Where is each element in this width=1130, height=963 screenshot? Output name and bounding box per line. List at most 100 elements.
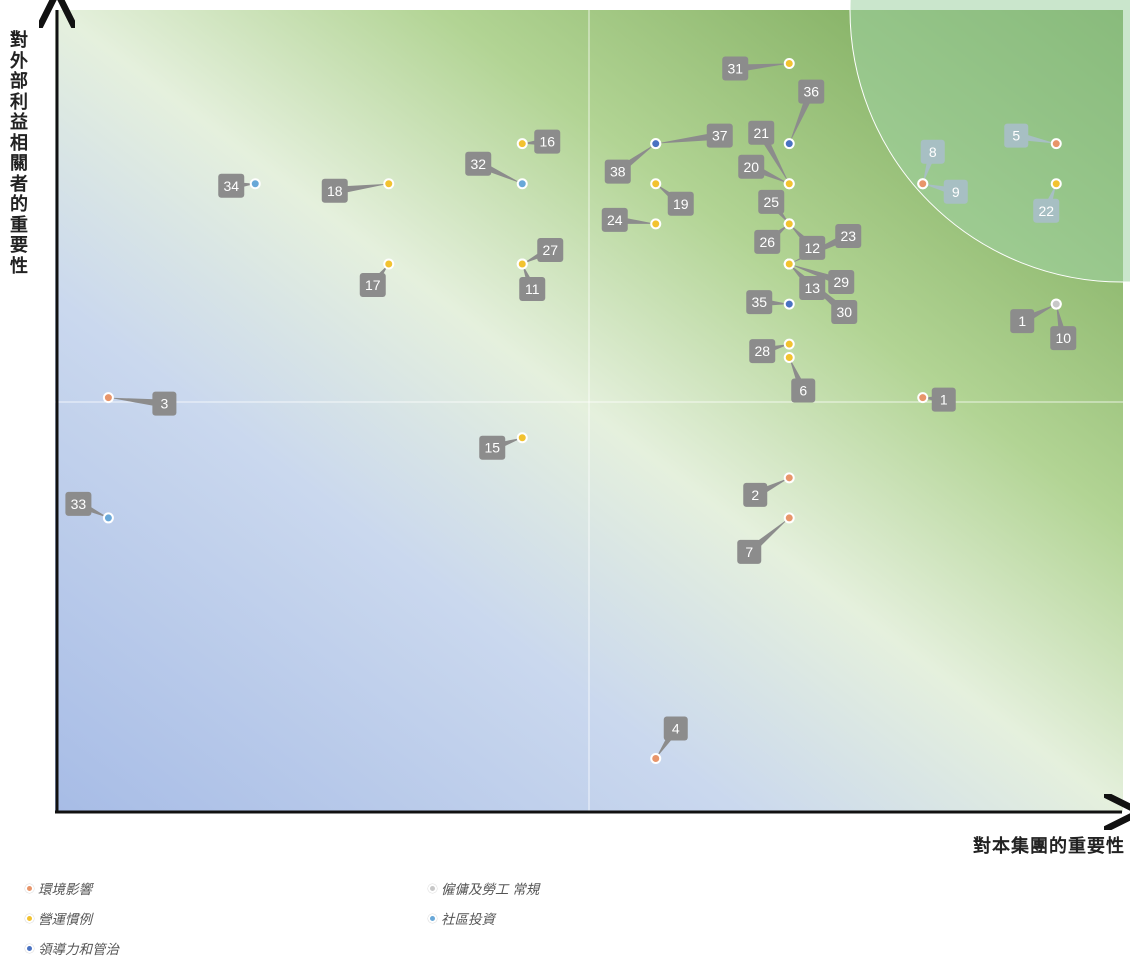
data-point[interactable] bbox=[917, 392, 929, 404]
leader-line bbox=[108, 397, 165, 408]
point-label: 3 bbox=[152, 391, 177, 416]
point-label-text: 15 bbox=[484, 440, 500, 456]
point-label-text: 18 bbox=[327, 183, 343, 199]
point-label-text: 23 bbox=[840, 228, 856, 244]
data-point[interactable] bbox=[783, 298, 795, 310]
legend: 環境影響 營運慣例 領導力和管治 僱傭及勞工 常規 社區投資 bbox=[0, 870, 1130, 963]
data-point[interactable] bbox=[783, 472, 795, 484]
point-label-text: 32 bbox=[470, 156, 486, 172]
point-label-box bbox=[746, 290, 773, 315]
point-label-box bbox=[152, 391, 177, 416]
point-label-text: 38 bbox=[610, 164, 626, 180]
data-point[interactable] bbox=[650, 753, 662, 765]
data-point[interactable] bbox=[650, 138, 662, 150]
legend-label-emp: 僱傭及勞工 常規 bbox=[441, 882, 540, 897]
point-label: 26 bbox=[754, 229, 781, 254]
data-point[interactable] bbox=[383, 178, 395, 190]
data-point[interactable] bbox=[917, 178, 929, 190]
point-label-text: 12 bbox=[804, 240, 820, 256]
data-point[interactable] bbox=[650, 218, 662, 230]
legend-item-env: 環境影響 bbox=[25, 878, 92, 898]
point-label-box bbox=[601, 207, 628, 232]
point-label: 19 bbox=[667, 191, 694, 216]
data-point[interactable] bbox=[783, 178, 795, 190]
materiality-matrix-chart: 1123456789101112131516171819202122232425… bbox=[0, 0, 1130, 860]
data-point[interactable] bbox=[783, 352, 795, 364]
point-label: 1 bbox=[931, 387, 956, 412]
point-label-text: 33 bbox=[71, 496, 87, 512]
point-label: 25 bbox=[758, 189, 785, 214]
point-label-text: 8 bbox=[929, 144, 937, 160]
point-label: 2 bbox=[743, 482, 768, 507]
point-label: 24 bbox=[601, 207, 628, 232]
point-label: 4 bbox=[663, 716, 688, 741]
data-point[interactable] bbox=[516, 178, 528, 190]
point-label-text: 30 bbox=[836, 304, 852, 320]
point-label-text: 7 bbox=[745, 544, 753, 560]
point-label: 22 bbox=[1033, 198, 1060, 223]
point-label-box bbox=[1004, 123, 1029, 148]
data-point[interactable] bbox=[102, 512, 114, 524]
x-axis-label: 對本集團的重要性 bbox=[973, 836, 1125, 856]
point-label-box bbox=[737, 539, 762, 564]
point-label: 37 bbox=[706, 123, 733, 148]
legend-dot-ops bbox=[25, 913, 34, 923]
leader-line bbox=[734, 63, 790, 73]
data-point[interactable] bbox=[516, 138, 528, 150]
point-label-text: 24 bbox=[607, 212, 623, 228]
data-point[interactable] bbox=[249, 178, 261, 190]
point-label-text: 1 bbox=[940, 392, 948, 408]
point-label-box bbox=[743, 482, 768, 507]
data-point[interactable] bbox=[1050, 138, 1062, 150]
point-label: 20 bbox=[738, 154, 765, 179]
data-point[interactable] bbox=[783, 512, 795, 524]
point-label-text: 2 bbox=[751, 487, 759, 503]
point-label-text: 36 bbox=[803, 84, 819, 100]
point-label: 32 bbox=[465, 151, 492, 176]
point-label: 12 bbox=[799, 235, 826, 260]
point-label-text: 17 bbox=[365, 277, 381, 293]
point-label-box bbox=[799, 275, 826, 300]
point-label-box bbox=[835, 223, 862, 248]
point-label: 29 bbox=[828, 269, 855, 294]
point-label: 27 bbox=[537, 237, 564, 262]
data-point[interactable] bbox=[783, 138, 795, 150]
point-label-box bbox=[479, 435, 506, 460]
point-label-box bbox=[791, 378, 816, 403]
point-label: 28 bbox=[749, 339, 776, 364]
data-point[interactable] bbox=[516, 432, 528, 444]
legend-dot-gov bbox=[25, 943, 34, 953]
legend-dot-emp bbox=[428, 883, 437, 893]
data-point[interactable] bbox=[783, 338, 795, 350]
point-label: 16 bbox=[534, 129, 561, 154]
point-label: 35 bbox=[746, 290, 773, 315]
point-label-box bbox=[706, 123, 733, 148]
point-label-text: 13 bbox=[804, 280, 820, 296]
point-label-box bbox=[799, 235, 826, 260]
point-label: 9 bbox=[943, 179, 968, 204]
data-point[interactable] bbox=[783, 57, 795, 69]
data-point[interactable] bbox=[650, 178, 662, 190]
point-label-box bbox=[1010, 309, 1035, 334]
point-label-text: 28 bbox=[754, 343, 770, 359]
point-label: 17 bbox=[359, 272, 386, 297]
point-label-box bbox=[754, 229, 781, 254]
point-label-box bbox=[465, 151, 492, 176]
data-point[interactable] bbox=[383, 258, 395, 270]
point-label: 7 bbox=[737, 539, 762, 564]
data-point[interactable] bbox=[102, 392, 114, 404]
point-label-text: 37 bbox=[712, 128, 728, 144]
point-label-box bbox=[65, 491, 92, 516]
high-priority-zone bbox=[849, 0, 1130, 283]
data-point[interactable] bbox=[516, 258, 528, 270]
legend-item-ops: 營運慣例 bbox=[25, 908, 92, 928]
data-point[interactable] bbox=[783, 258, 795, 270]
point-label-text: 5 bbox=[1012, 128, 1020, 144]
point-label-text: 4 bbox=[672, 721, 680, 737]
data-point[interactable] bbox=[783, 218, 795, 230]
data-point[interactable] bbox=[1050, 298, 1062, 310]
point-label-box bbox=[749, 339, 776, 364]
legend-label-ops: 營運慣例 bbox=[38, 912, 92, 927]
data-point[interactable] bbox=[1050, 178, 1062, 190]
y-axis-label: 對外部利益相關者的重要性 bbox=[10, 30, 28, 276]
